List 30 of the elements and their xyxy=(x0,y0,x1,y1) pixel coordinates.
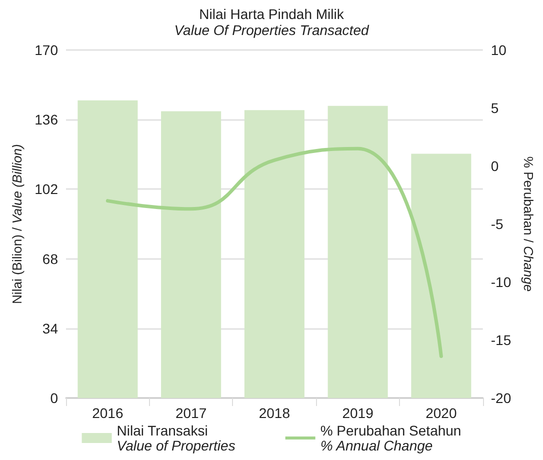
bar xyxy=(161,111,222,398)
y-tick-label: 0 xyxy=(50,390,58,406)
y2-tick-label: -5 xyxy=(490,216,504,232)
bar xyxy=(78,100,138,398)
y2-tick-label: -20 xyxy=(490,390,512,406)
y-axis-title: Nilai (Bilion) / Value (Billion) xyxy=(10,144,25,304)
y2-tick-label: 0 xyxy=(490,158,499,174)
x-tick-label: 2017 xyxy=(175,405,207,421)
y-tick-label: 68 xyxy=(42,250,58,267)
y-tick-label: 136 xyxy=(34,112,58,128)
y-tick-label: 34 xyxy=(42,320,58,336)
bar xyxy=(411,154,472,398)
line-series xyxy=(106,146,443,358)
chart-title: Nilai Harta Pindah Milik xyxy=(199,6,345,22)
y-tick-label: 102 xyxy=(34,181,58,198)
chart-subtitle: Value Of Properties Transacted xyxy=(174,22,370,38)
x-tick-label: 2019 xyxy=(342,405,374,421)
bar xyxy=(328,106,388,398)
y2-tick-label: 10 xyxy=(490,42,507,58)
bar xyxy=(244,110,304,398)
y2-tick-label: 5 xyxy=(490,100,499,116)
x-tick-label: 2020 xyxy=(426,405,457,421)
y2-tick-label: -15 xyxy=(490,332,512,348)
x-tick-label: 2018 xyxy=(258,405,290,421)
y2-tick-label: -10 xyxy=(490,274,512,290)
x-tick-label: 2016 xyxy=(92,405,124,421)
legend-label: % Perubahan Setahun % Annual Change xyxy=(320,422,462,454)
y-tick-label: 170 xyxy=(34,42,58,58)
legend-label: Nilai Transaksi Value of Properties xyxy=(116,422,236,454)
y2-axis-title: % Perubahan / Change xyxy=(521,156,536,292)
